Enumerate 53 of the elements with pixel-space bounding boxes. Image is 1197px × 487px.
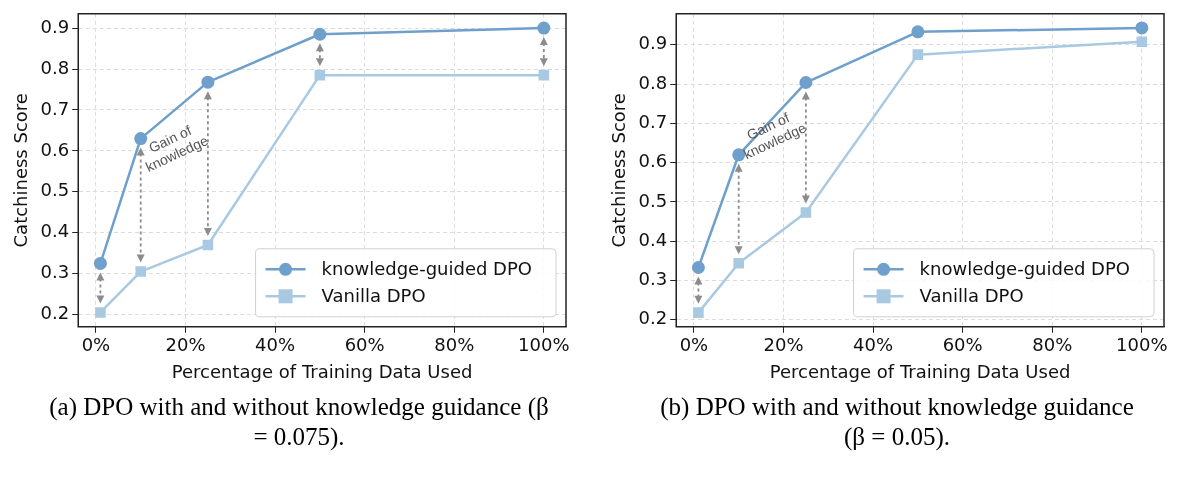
x-tick-label: 100% <box>1116 334 1168 356</box>
y-tick-label: 0.7 <box>40 97 70 119</box>
y-tick-label: 0.2 <box>638 307 668 329</box>
text: (b) DPO with and without knowledge guidance (β = 0.05). <box>659 392 1135 452</box>
x-tick-label: 80% <box>1032 334 1073 356</box>
point <box>95 307 106 318</box>
x-axis-title: Percentage of Training Data Used <box>171 360 473 382</box>
point <box>1136 36 1148 47</box>
point <box>693 307 704 318</box>
x-tick-label: 20% <box>165 334 206 356</box>
point <box>733 257 745 269</box>
y-tick-label: 0.4 <box>638 228 668 250</box>
y-tick-label: 0.9 <box>638 32 668 54</box>
point <box>313 27 327 41</box>
point <box>911 25 925 39</box>
y-tick-label: 0.3 <box>638 268 668 290</box>
x-tick-label: 0% <box>679 334 709 356</box>
y-tick-label: 0.6 <box>638 150 668 172</box>
x-tick-label: 0% <box>81 334 111 356</box>
y-tick-label: 0.2 <box>40 302 70 324</box>
point <box>691 261 705 274</box>
point <box>93 256 107 270</box>
x-tick-label: 20% <box>763 334 804 356</box>
legend-label: Vanilla DPO <box>321 284 426 306</box>
y-tick-label: 0.9 <box>40 15 70 37</box>
point <box>800 207 812 218</box>
x-tick-label: 60% <box>344 334 385 356</box>
point <box>912 49 924 60</box>
x-axis-title: Percentage of Training Data Used <box>769 360 1071 382</box>
y-tick-label: 0.5 <box>40 179 70 201</box>
x-tick-label: 60% <box>942 334 983 356</box>
x-tick-label: 100% <box>518 334 570 356</box>
point <box>135 266 147 277</box>
legend-label: Vanilla DPO <box>919 284 1024 306</box>
x-tick-label: 80% <box>434 334 475 356</box>
text: (a) DPO with and without knowledge guidance (β = 0.075). <box>49 392 549 452</box>
y-tick-label: 0.5 <box>638 189 668 211</box>
legend-label: knowledge-guided DPO <box>919 257 1131 279</box>
y-axis-title: Catchiness Score <box>608 93 630 248</box>
y-tick-label: 0.3 <box>40 261 70 283</box>
point <box>1135 21 1149 35</box>
point <box>799 76 813 90</box>
y-tick-label: 0.8 <box>638 71 668 93</box>
x-tick-label: 40% <box>853 334 894 356</box>
y-tick-label: 0.8 <box>40 56 70 78</box>
y-tick-label: 0.4 <box>40 220 70 242</box>
y-tick-label: 0.7 <box>638 111 668 133</box>
x-tick-label: 40% <box>255 334 296 356</box>
y-tick-label: 0.6 <box>40 138 70 160</box>
legend-label: knowledge-guided DPO <box>321 257 533 279</box>
y-axis-title: Catchiness Score <box>10 93 32 248</box>
point <box>201 75 215 89</box>
point <box>537 21 551 35</box>
